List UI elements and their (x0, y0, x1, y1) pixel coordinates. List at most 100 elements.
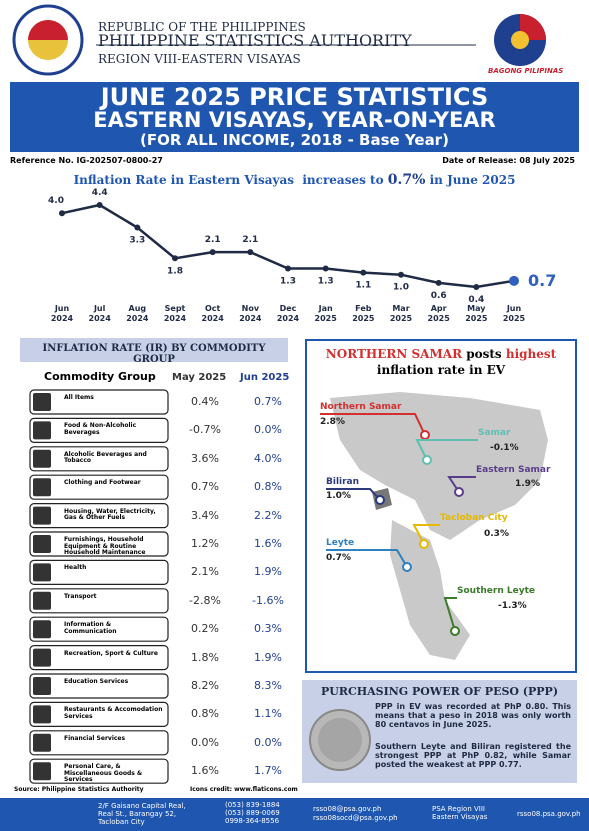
row-box (29, 417, 169, 443)
region-value: 0.7% (326, 553, 351, 563)
point (473, 284, 480, 290)
x-tick-label: Aug 2024 (126, 304, 149, 323)
map-title: NORTHERN SAMAR posts highest inflation ra… (306, 346, 576, 378)
region-name: Southern Leyte (457, 586, 535, 596)
may-value: 0.4% (191, 395, 219, 408)
region-name: Leyte (326, 538, 355, 548)
x-tick-label: Feb 2025 (352, 304, 375, 323)
x-tick-label: Oct 2024 (201, 304, 224, 323)
may-value: 8.2% (191, 679, 219, 692)
jun-value: 0.0% (254, 735, 282, 749)
map-title-highlight: NORTHERN SAMAR (325, 347, 463, 361)
jun-value: 0.3% (254, 622, 282, 636)
bp-logo-sun (511, 31, 529, 49)
may-value: 0.2% (191, 622, 219, 636)
email: rsso08socd@psa.gov.ph (313, 814, 398, 822)
reference: Reference No. IG-202507-0800-27 (10, 156, 163, 165)
value-label: 1.0 (393, 283, 409, 293)
value-label: 1.3 (318, 277, 334, 287)
map-title-mid: posts (466, 347, 502, 361)
email: rsso08@psa.gov.ph (313, 805, 382, 813)
line-chart: 4.0 4.4 3.3 1.8 2.1 2.1 1.3 1.3 1.1 1.0 0.6 0.4 0.7 (48, 188, 556, 305)
value-label: 0.7 (528, 271, 556, 290)
ppp-paragraph: PPP in EV was recorded at PhP 0.80. This… (375, 702, 571, 729)
region-dot (454, 487, 464, 497)
row-icon (33, 591, 51, 610)
point (96, 202, 103, 208)
row-box (29, 389, 169, 415)
row-box (29, 446, 169, 472)
commodity-name: Food & Non-Alcoholic Beverages (64, 422, 137, 436)
point (59, 210, 65, 217)
value-label: 1.1 (355, 281, 371, 291)
coin-inner (318, 718, 362, 762)
value-label: 2.1 (205, 235, 221, 245)
point (134, 224, 141, 231)
value-label: 0.6 (431, 291, 447, 301)
x-tick-label: Jun 2024 (50, 304, 74, 323)
value-label: 3.3 (129, 236, 145, 246)
release-date: Date of Release: 08 July 2025 (442, 156, 575, 165)
row-icon (33, 421, 51, 440)
may-value: 1.2% (191, 537, 219, 550)
row-icon (33, 677, 51, 695)
row-box (29, 701, 169, 728)
row-box (29, 503, 169, 529)
commodity-name: Transport (64, 592, 97, 600)
col-header: May 2025 (172, 372, 227, 383)
jun-value: 1.1% (254, 707, 282, 721)
bp-logo-red (520, 14, 546, 40)
chart-title-highlight: 0.7% (387, 172, 426, 188)
x-tick-label: Jul 2024 (88, 304, 111, 323)
banner-title: JUNE 2025 PRICE STATISTICS (100, 83, 489, 111)
chart-title: Inflation Rate in Eastern Visayas increa… (0, 172, 589, 188)
may-value: 1.6% (191, 764, 219, 778)
row-icon (33, 535, 51, 553)
row-icon (33, 563, 51, 582)
leader-line (447, 476, 476, 493)
region-dot (422, 455, 432, 465)
leader-line (326, 549, 408, 568)
region-dot (420, 430, 430, 440)
row-box (29, 758, 169, 784)
jun-value: -1.6% (252, 593, 284, 607)
row-box (29, 474, 169, 500)
row-box (29, 588, 169, 614)
may-value: 3.6% (191, 451, 219, 465)
header-line2: PHILIPPINE STATISTICS AUTHORITY (98, 31, 412, 50)
map-markers (320, 413, 478, 636)
point (209, 249, 216, 256)
commodity-name: Alcoholic Beverages and Tobacco (64, 450, 147, 465)
region-name: Northern Samar (320, 402, 402, 412)
header-line3: REGION VIII-EASTERN VISAYAS (98, 52, 301, 66)
row-icon (33, 648, 51, 667)
value-label: 2.1 (242, 235, 258, 245)
value-label: 4.0 (48, 196, 64, 206)
point (360, 269, 367, 276)
commodity-name: Personal Care, & Miscellaneous Goods & S… (64, 763, 143, 784)
row-icon (33, 393, 51, 411)
region-dot (419, 539, 429, 549)
banner (10, 82, 579, 152)
commodity-name: Furnishings, Household Equipment & Routi… (64, 536, 146, 556)
region-name: Eastern Samar (476, 465, 551, 475)
may-value: 3.4% (191, 508, 219, 522)
may-value: 0.8% (191, 707, 219, 721)
leader-line (320, 413, 426, 436)
jun-value: 1.9% (254, 565, 282, 579)
may-value: -0.7% (189, 423, 221, 437)
may-value: -2.8% (189, 593, 221, 607)
chart-title-suffix: in June 2025 (429, 173, 516, 187)
row-box (29, 730, 169, 756)
x-tick-label: May 2025 (465, 304, 488, 323)
region-value: -1.3% (498, 601, 527, 611)
may-value: 0.7% (191, 480, 219, 494)
commodity-name: Housing, Water, Electricity, Gas & Other… (64, 507, 156, 522)
value-label: 1.8 (167, 266, 183, 276)
value-label: 1.3 (280, 277, 296, 287)
chart-title-text: Inflation Rate in Eastern Visayas increa… (73, 173, 384, 187)
row-icon (33, 478, 51, 497)
point (172, 255, 178, 262)
x-tick-label: Dec 2024 (276, 304, 300, 323)
commodity-name: Clothing and Footwear (64, 479, 141, 487)
